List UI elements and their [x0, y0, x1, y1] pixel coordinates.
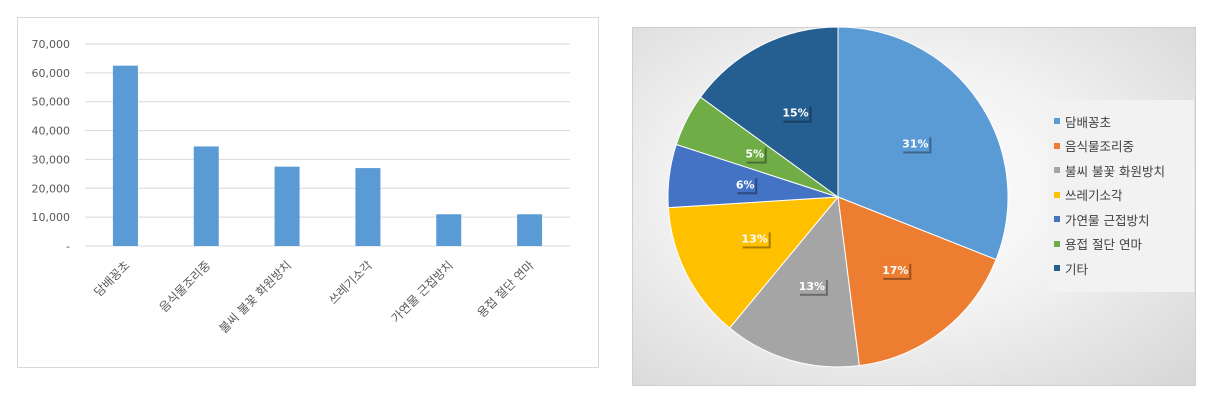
pie-data-labels: 31% 17% 13% 13% 6% 5% 15% [735, 104, 932, 296]
legend-label: 쓰레기소각 [1065, 188, 1123, 203]
bar-2 [193, 146, 219, 246]
pie-data-label: 13% [742, 232, 768, 245]
pie-label-box [735, 176, 756, 193]
legend-swatch [1054, 240, 1060, 247]
legend-item: 음식물조리중 [1054, 136, 1134, 156]
y-tick-label: 30,000 [32, 153, 71, 166]
pie-slice-3 [728, 195, 860, 368]
legend-item: 기타 [1054, 258, 1088, 278]
legend-label: 가연물 근접방치 [1065, 212, 1150, 228]
legend-item: 불씨 불꽃 화원방치 [1054, 160, 1165, 180]
y-tick-label: 60,000 [32, 67, 71, 80]
legend-item: 쓰레기소각 [1054, 185, 1123, 205]
legend-label: 기타 [1065, 261, 1089, 277]
pie-label-box [901, 135, 930, 152]
pie-slices [667, 26, 1009, 368]
legend-item: 가연물 근접방치 [1054, 209, 1149, 229]
pie-data-label: 13% [799, 280, 825, 293]
pie-label-box [797, 277, 826, 294]
legend-swatch [1054, 167, 1060, 173]
bar-6 [517, 214, 543, 246]
legend-swatch [1054, 118, 1060, 124]
pie-slice-4 [667, 196, 840, 329]
legend-item: 담배꽁초 [1054, 111, 1111, 131]
y-tick-label: 20,000 [32, 182, 71, 195]
pie-label-box [781, 104, 810, 121]
pie-data-label: 17% [882, 264, 908, 277]
pie-slice-2 [837, 196, 997, 367]
pie-data-label: 6% [736, 178, 755, 191]
y-tick-label: 50,000 [32, 96, 71, 109]
bar-5 [436, 214, 462, 246]
legend-swatch [1054, 216, 1060, 222]
legend-item: 용접 절단 연마 [1054, 234, 1142, 254]
pie-label-box [744, 145, 765, 162]
bar-gridlines [85, 43, 570, 247]
bar-y-axis-ticks: - 10,000 20,000 30,000 40,000 50,000 60,000 70,… [32, 38, 71, 253]
pie-label-box [740, 230, 769, 247]
legend-label: 불씨 불꽃 화원방치 [1065, 163, 1165, 179]
y-tick-label: 40,000 [32, 125, 71, 138]
legend-label: 담배꽁초 [1065, 114, 1112, 130]
y-tick-label: 10,000 [32, 211, 71, 224]
bar-4 [355, 168, 381, 246]
bar-series [112, 65, 543, 247]
pie-slice-7 [699, 26, 839, 198]
pie-data-label: 5% [745, 148, 764, 161]
legend-label: 음식물조리중 [1065, 139, 1135, 154]
pie-label-box [881, 261, 910, 278]
pie-data-label: 31% [902, 137, 928, 150]
legend-swatch [1054, 265, 1060, 271]
bar-1 [112, 65, 138, 247]
y-tick-label: - [66, 240, 70, 253]
bar-3 [274, 166, 300, 246]
pie-data-label: 15% [782, 107, 808, 120]
legend-swatch [1054, 142, 1060, 149]
y-tick-label: 70,000 [32, 38, 71, 51]
legend-label: 용접 절단 연마 [1065, 237, 1142, 252]
legend-swatch [1054, 191, 1060, 198]
